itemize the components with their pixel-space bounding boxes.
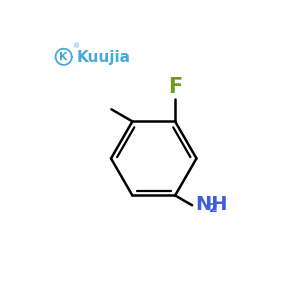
Text: NH: NH xyxy=(195,195,227,214)
Text: K: K xyxy=(59,52,68,62)
Text: ®: ® xyxy=(74,44,80,50)
Text: F: F xyxy=(168,77,182,97)
Text: 2: 2 xyxy=(209,202,218,215)
Text: Kuujia: Kuujia xyxy=(77,50,131,65)
